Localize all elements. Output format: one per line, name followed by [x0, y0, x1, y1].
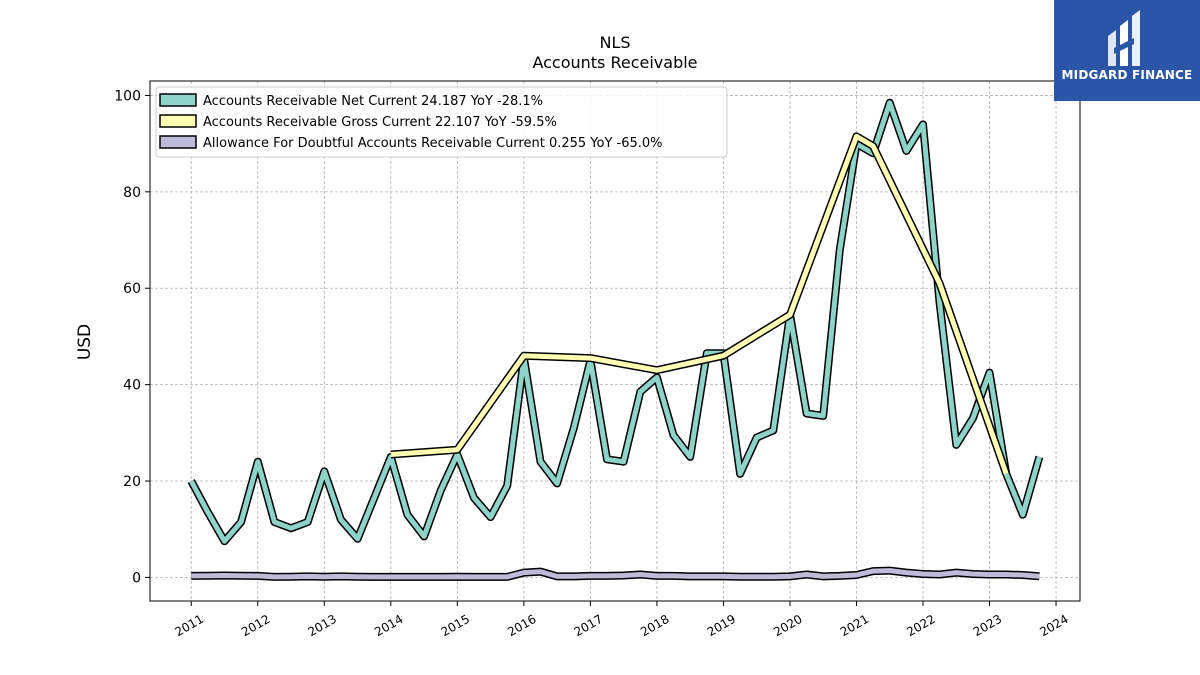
legend-label: Accounts Receivable Gross Current 22.107… [203, 115, 557, 130]
legend-swatch [159, 114, 197, 128]
legend-label: Accounts Receivable Net Current 24.187 Y… [203, 94, 543, 109]
x-tick-label: 2017 [572, 612, 605, 639]
chart-subtitle: Accounts Receivable [532, 53, 697, 72]
x-tick-label: 2011 [173, 612, 206, 639]
x-tick-label: 2018 [638, 612, 671, 639]
x-tick-label: 2022 [904, 612, 937, 639]
y-tick-label: 100 [114, 88, 141, 104]
x-tick-label: 2019 [705, 612, 738, 639]
chart-title: NLS [599, 33, 630, 52]
x-tick-label: 2021 [838, 612, 871, 639]
x-tick-label: 2015 [439, 612, 472, 639]
gross-current-line [390, 132, 1010, 476]
x-tick-label: 2014 [372, 612, 405, 639]
y-tick-label: 20 [123, 474, 141, 490]
x-tick-label: 2016 [505, 612, 538, 639]
x-tick-label: 2024 [1037, 612, 1070, 639]
x-tick-label: 2013 [306, 612, 339, 639]
series-outline [187, 98, 1044, 546]
series-stroke [191, 568, 1040, 580]
legend: Accounts Receivable Net Current 24.187 Y… [155, 86, 728, 158]
x-tick-label: 2012 [239, 612, 272, 639]
legend-swatch [159, 135, 197, 149]
midgard-logo-icon [1108, 10, 1140, 66]
y-tick-label: 40 [123, 378, 141, 394]
legend-swatch [159, 93, 197, 107]
series-stroke [188, 100, 1042, 544]
brand-name: MIDGARD FINANCE [1061, 68, 1193, 82]
y-tick-label: 0 [132, 570, 141, 586]
brand-logo: MIDGARD FINANCE [1054, 0, 1200, 101]
x-tick-label: 2023 [971, 612, 1004, 639]
net-current-line [187, 98, 1044, 546]
x-tick-label: 2020 [771, 612, 804, 639]
legend-box [155, 86, 728, 158]
legend-label: Allowance For Doubtful Accounts Receivab… [203, 136, 663, 151]
series-stroke [390, 133, 1009, 475]
allowance-line [191, 566, 1040, 581]
y-axis-label: USD [75, 324, 95, 360]
y-tick-label: 60 [123, 281, 141, 297]
plot-frame [149, 80, 1081, 602]
y-tick-label: 80 [123, 185, 141, 201]
series-layer [187, 98, 1044, 581]
